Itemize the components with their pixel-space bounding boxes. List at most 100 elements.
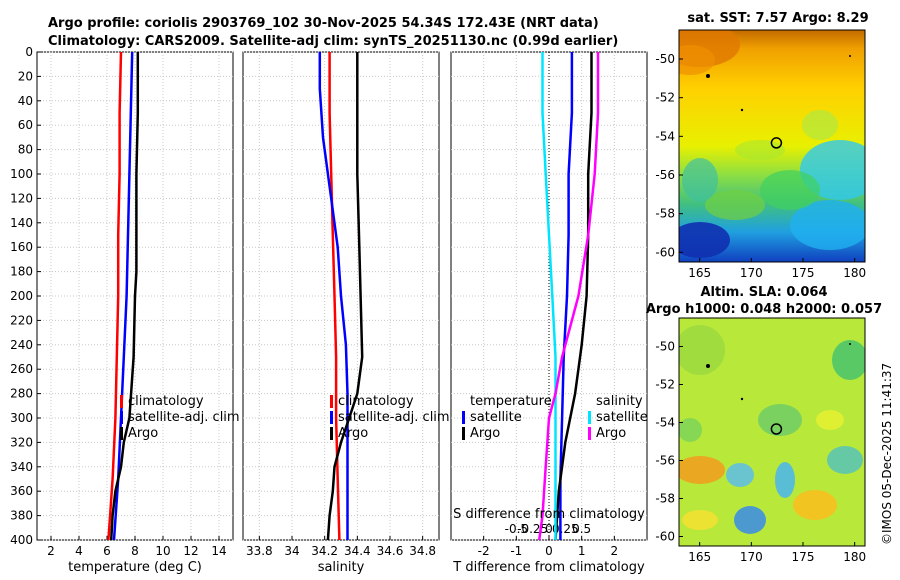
depth-tick-label: 100: [10, 167, 33, 181]
diff-legend-t-argo-swatch: [462, 427, 465, 440]
sal-legend-satellite-label: satellite-adj. clim: [338, 410, 450, 425]
s-diff-tick-label: 0.25: [552, 522, 579, 536]
depth-tick-label: 220: [10, 313, 33, 327]
depth-tick-label: 300: [10, 411, 33, 425]
sal-legend-climatology-swatch: [330, 395, 333, 408]
depth-tick-label: 20: [18, 69, 33, 83]
depth-tick-label: 140: [10, 216, 33, 230]
diff-legend-temperature-title: temperature: [470, 394, 552, 409]
depth-tick-label: 120: [10, 191, 33, 205]
s-diff-tick-label: -0.25: [517, 522, 548, 536]
x-tick-label: 2: [47, 544, 55, 558]
temperature-series: [107, 51, 140, 541]
legend-satellite-swatch: [120, 411, 123, 424]
sst-map-panel: sat. SST: 7.57 Argo: 8.29 -50-52-54-56-5…: [655, 11, 868, 280]
sla-title-line-1: Altim. SLA: 0.064: [701, 285, 828, 300]
sla-lon-ticks: 165 170 175 180: [688, 542, 866, 564]
sal-legend-climatology-label: climatology: [338, 394, 414, 409]
diff-legend-s-argo-swatch: [588, 427, 591, 440]
sst-island-1: [706, 74, 710, 78]
temperature-panel: 0 20 40 60 80 100 120 140 160 180 200 220 240 260 280 3…: [10, 45, 240, 575]
sst-map-frame: [678, 29, 866, 263]
depth-tick-label: 60: [18, 118, 33, 132]
depth-tick-label: 360: [10, 484, 33, 498]
lon-tick-label: 180: [843, 266, 866, 280]
salinity-panel: 33.8 34 34.2 34.4 34.6 34.8 salinity climatol…: [242, 51, 450, 575]
lon-tick-label: 165: [688, 266, 711, 280]
x-tick-label: 34.4: [344, 544, 371, 558]
temperature-legend: climatology satellite-adj. clim Argo: [120, 394, 240, 441]
diff-legend-t-satellite-swatch: [462, 411, 465, 424]
salinity-x-ticks: 33.8 34 34.2 34.4 34.6 34.8: [246, 536, 436, 558]
difference-panel: -2 -1 0 1 2 -0.5-0.250 0.250.5 T difference f…: [450, 51, 648, 575]
lon-tick-label: 165: [688, 550, 711, 564]
lon-tick-label: 180: [843, 550, 866, 564]
lat-tick-label: -60: [655, 245, 675, 259]
series-line-temperature-argo: [554, 52, 593, 541]
salinity-series: [318, 52, 364, 541]
depth-tick-label: 160: [10, 240, 33, 254]
depth-tick-label: 240: [10, 338, 33, 352]
depth-tick-label: 200: [10, 289, 33, 303]
diff-legend-s-argo-label: Argo: [596, 426, 626, 441]
diff-legend-s-satellite-swatch: [588, 411, 591, 424]
s-diff-tick-label: 0: [545, 522, 553, 536]
diff-legend-salinity-title: salinity: [596, 394, 643, 409]
x-tick-label: -1: [510, 544, 522, 558]
lat-tick-label: -52: [655, 378, 675, 392]
legend-climatology-swatch: [120, 395, 123, 408]
depth-tick-label: 400: [10, 533, 33, 547]
salinity-grid: [243, 51, 439, 541]
diff-legend-t-argo-label: Argo: [470, 426, 500, 441]
x-tick-label: 34.8: [409, 544, 436, 558]
sla-map-frame: [678, 317, 866, 547]
temperature-x-label: temperature (deg C): [68, 560, 202, 575]
difference-temperature-legend: temperature satellite Argo: [462, 394, 552, 441]
depth-tick-label: 340: [10, 460, 33, 474]
s-diff-tick-label: -0.5: [505, 522, 528, 536]
sst-island-2: [740, 108, 744, 112]
depth-tick-label: 260: [10, 362, 33, 376]
lon-tick-label: 175: [792, 266, 815, 280]
depth-tick-label: 180: [10, 265, 33, 279]
x-tick-label: 12: [183, 544, 198, 558]
lat-tick-label: -50: [655, 340, 675, 354]
sst-map-title: sat. SST: 7.57 Argo: 8.29: [687, 11, 868, 26]
salinity-difference-ticks: -0.5-0.250 0.250.5: [505, 522, 592, 536]
difference-salinity-legend: salinity satellite Argo: [588, 394, 648, 441]
sst-island-3: [849, 55, 851, 57]
x-tick-label: 34: [284, 544, 299, 558]
depth-tick-label: 280: [10, 387, 33, 401]
depth-tick-label: 320: [10, 435, 33, 449]
s-diff-tick-label: 0.5: [572, 522, 591, 536]
x-tick-label: 6: [103, 544, 111, 558]
series-line-argo: [109, 52, 140, 541]
lat-tick-label: -54: [655, 416, 675, 430]
diff-legend-s-satellite-label: satellite: [596, 410, 648, 425]
series-line-satellite-adj-clim: [112, 51, 134, 541]
title-line-1: Argo profile: coriolis 2903769_102 30-No…: [48, 16, 599, 31]
x-tick-label: 10: [155, 544, 170, 558]
lat-tick-label: -56: [655, 168, 675, 182]
lon-tick-label: 170: [740, 266, 763, 280]
temperature-grid: [37, 51, 233, 541]
legend-argo-swatch: [120, 427, 123, 440]
sal-legend-argo-swatch: [330, 427, 333, 440]
series-line-argo: [326, 52, 364, 541]
temperature-x-ticks: 2 4 6 8 10 12 14: [47, 536, 227, 558]
difference-series: [537, 52, 600, 541]
lat-tick-label: -60: [655, 530, 675, 544]
sla-lat-ticks: -50 -52 -54 -56 -58 -60: [655, 340, 683, 544]
legend-climatology-label: climatology: [128, 394, 204, 409]
difference-x-ticks: -2 -1 0 1 2: [478, 536, 618, 558]
sal-legend-satellite-swatch: [330, 411, 333, 424]
sst-argo-location-marker: [770, 137, 783, 149]
lat-tick-label: -56: [655, 454, 675, 468]
x-tick-label: 0: [545, 544, 553, 558]
lon-tick-label: 175: [792, 550, 815, 564]
series-line-salinity-argo: [537, 52, 600, 541]
t-difference-label: T difference from climatology: [452, 560, 645, 575]
s-difference-label: S difference from climatology: [453, 507, 645, 522]
